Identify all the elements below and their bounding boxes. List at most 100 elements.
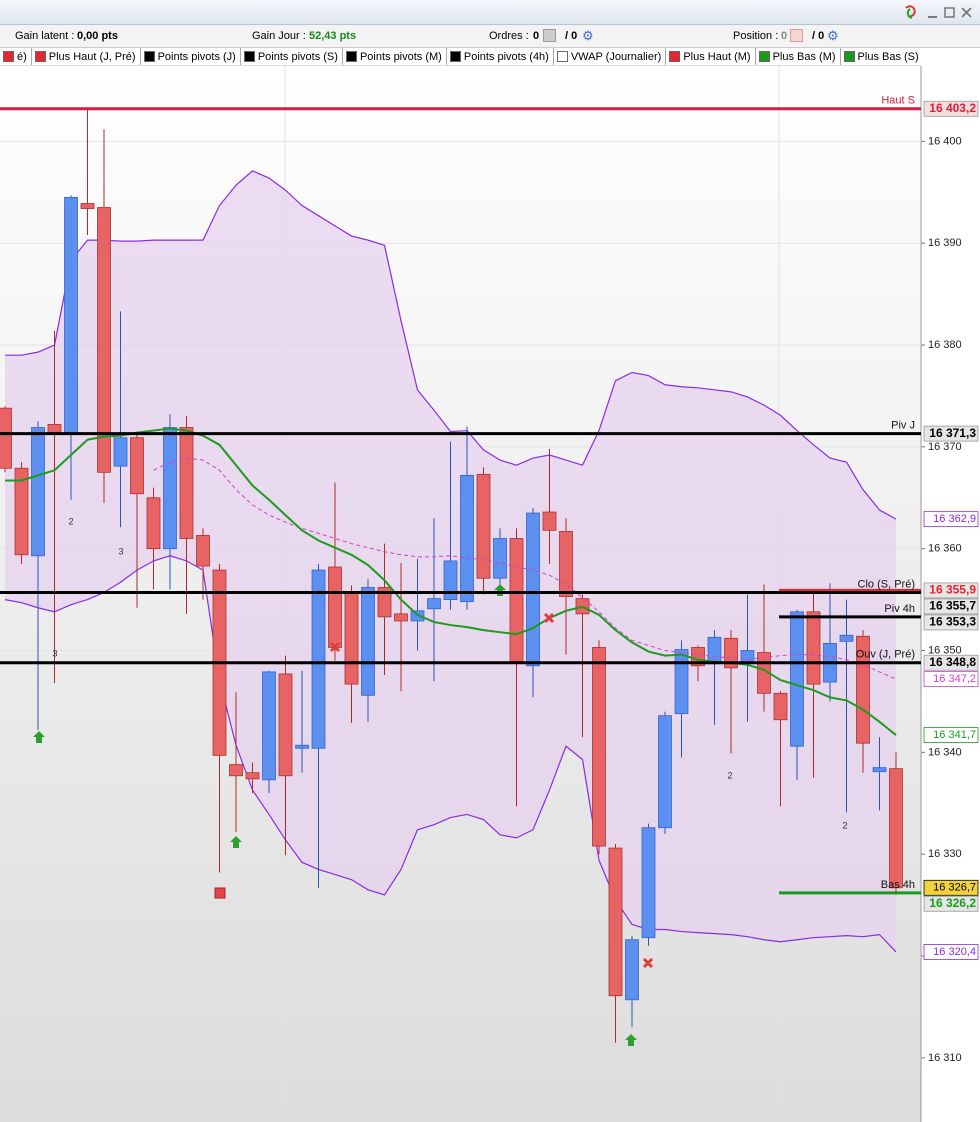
value: 0 [781,30,788,42]
candle-body [707,636,722,665]
label: Ordres : [489,30,529,42]
legend: é) Plus Haut (J, Pré) Points pivots (J) Poi… [0,48,921,66]
legend-item[interactable]: Points pivots (M) [343,48,447,65]
candle-body [889,768,903,889]
candle-body [179,427,194,539]
refresh-icon[interactable] [905,5,916,18]
legend-label: Points pivots (M) [359,50,442,63]
close-button[interactable] [961,7,972,18]
legend-label: Points pivots (S) [257,50,338,63]
value: / 0 [565,30,578,42]
level-label: Haut S [881,95,915,107]
candle-body [14,467,29,556]
signal-count: 3 [52,648,57,658]
gear-icon[interactable]: ⚙ [827,28,839,43]
label: Position : [733,30,779,42]
signal-cross [329,641,341,653]
legend-item[interactable]: Points pivots (4h) [447,48,554,65]
price-tag [923,879,979,896]
price-tag [923,895,979,912]
legend-label: Plus Bas (S) [857,50,919,63]
level-label: Ouv (J, Pré) [856,649,915,661]
cancel-icon[interactable] [543,29,556,42]
price-tag [923,654,979,671]
candle-body [113,437,128,467]
signal-arrow [33,731,45,743]
close-position-icon[interactable] [790,29,803,42]
signal-cross [642,957,654,969]
signal-count: 2 [842,820,847,830]
legend-label: é) [17,50,27,63]
legend-swatch [669,51,681,62]
legend-item[interactable]: Points pivots (J) [141,48,241,65]
legend-item[interactable]: Plus Haut (M) [666,48,756,65]
candle-body [625,939,639,1001]
level-label: Clo (S, Pré) [858,578,915,590]
legend-swatch [758,51,770,62]
ma-line [5,427,897,736]
y-tick-label: 16 390 [928,237,962,249]
candle-body [427,598,441,610]
signal-count: 3 [118,546,123,556]
price-tag-label: 16 355,9 [929,583,976,597]
legend-item[interactable]: Plus Bas (M) [756,48,841,65]
candle-body [608,847,623,997]
legend-item[interactable]: VWAP (Journalier) [554,48,667,65]
legend-swatch [34,51,46,62]
legend-label: Points pivots (4h) [463,50,549,63]
gear-icon[interactable]: ⚙ [582,28,594,43]
candle-body [542,511,557,531]
title-bar [0,0,980,25]
price-tag-label: 16 326,2 [929,896,976,910]
candle-body [641,827,656,939]
signal-count: 2 [727,770,732,780]
y-tick-label: 16 350 [928,644,962,656]
candle-body [245,772,260,780]
price-tag [923,614,979,631]
candle-body [328,566,342,648]
window-buttons [905,5,972,19]
candle-body [196,535,210,567]
candle-body [295,744,309,749]
candle-body [806,611,821,685]
signal-arrow [625,1034,637,1046]
legend-item[interactable]: é) [0,48,32,65]
candle-body [394,613,408,622]
y-tick-label: 16 340 [928,746,962,758]
label: Gain latent : [15,30,75,42]
candle-body [0,407,12,469]
candle-body [872,767,887,773]
candle-body [80,203,95,209]
legend-swatch [243,51,255,62]
candle-body [526,512,540,667]
candle-body [493,538,507,579]
legend-item[interactable]: Points pivots (S) [241,48,343,65]
signal-arrow [230,836,242,848]
price-tag-label: 16 320,4 [933,946,976,958]
legend-label: Points pivots (J) [157,50,236,63]
price-tag-label: 16 362,9 [933,513,976,525]
price-tag [923,100,979,117]
legend-swatch [449,51,461,62]
y-tick-label: 16 380 [928,339,962,351]
price-tag-label: 16 355,7 [929,599,976,613]
legend-swatch [345,51,357,62]
candle-body [476,473,491,579]
candle-body [47,424,62,433]
price-tag [923,582,979,599]
price-tag-label: 16 326,7 [933,882,976,894]
value: 52,43 pts [309,30,357,42]
legend-label: Plus Bas (M) [772,50,836,63]
legend-item[interactable]: Plus Haut (J, Pré) [32,48,141,65]
legend-swatch [143,51,155,62]
candle-body [278,673,293,777]
legend-item[interactable]: Plus Bas (S) [841,48,921,65]
candle-body [311,569,326,749]
price-tag [923,944,979,960]
price-tag-label: 16 348,8 [929,655,976,669]
candle-body [163,427,177,550]
maximize-button[interactable] [944,7,955,18]
level-label: Bas 4h [881,879,915,891]
candle-body [592,647,606,847]
